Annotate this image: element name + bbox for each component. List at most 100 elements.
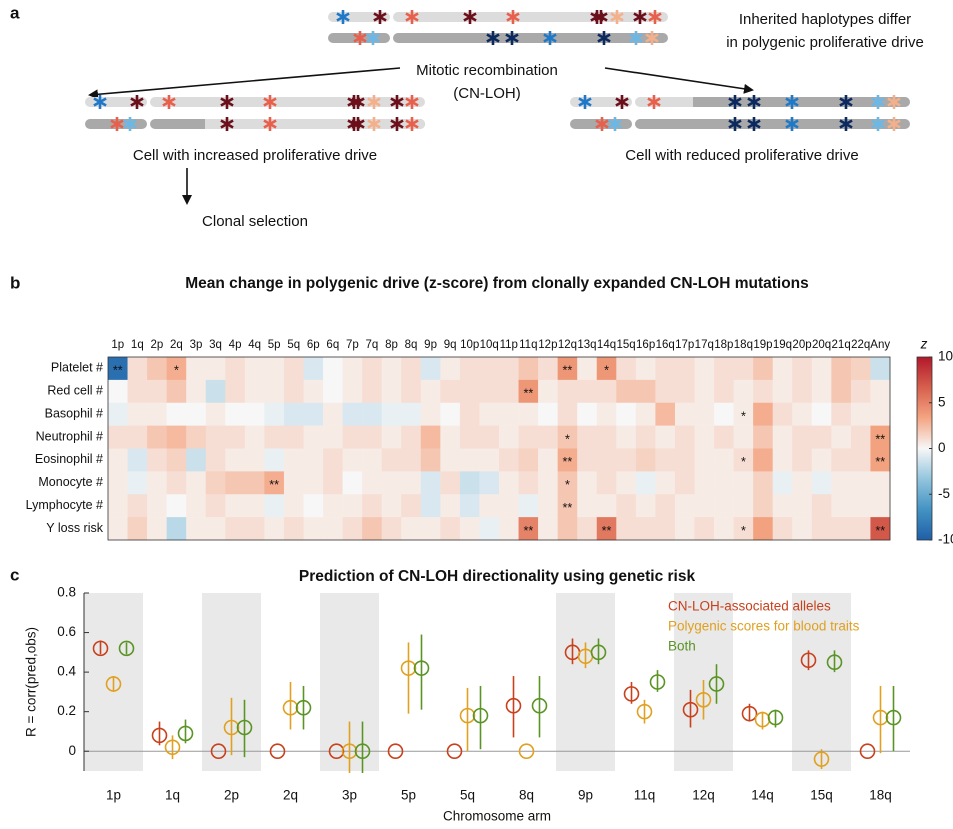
point	[354, 743, 371, 760]
heatmap-cell	[323, 494, 343, 518]
heatmap-cell	[342, 379, 363, 404]
x-tick-label: 9q	[444, 339, 457, 351]
heatmap-cell	[635, 494, 656, 518]
allele-star	[887, 97, 901, 107]
heatmap-cell	[714, 379, 734, 404]
heatmap-cell	[635, 517, 656, 541]
heatmap-cell	[479, 494, 500, 518]
significance-label: **	[875, 432, 885, 446]
allele-star	[390, 119, 404, 129]
heatmap-cell	[850, 494, 871, 518]
heatmap-cell	[753, 425, 773, 449]
note: Inherited haplotypes differ	[739, 11, 911, 28]
heatmap-cell	[538, 517, 558, 541]
heatmap-cell	[831, 494, 852, 518]
point	[623, 686, 640, 702]
heatmap-cell	[381, 448, 402, 472]
heatmap-cell	[772, 379, 793, 404]
heatmap-cell	[186, 448, 207, 472]
heatmap-cell	[616, 402, 637, 426]
heatmap-cell	[205, 379, 226, 404]
heatmap-cell	[108, 517, 128, 541]
allele-star	[220, 119, 234, 129]
heatmap-cell	[225, 471, 246, 495]
heatmap-cell	[186, 471, 207, 495]
heatmap-cell	[557, 471, 578, 495]
point	[813, 751, 830, 767]
heatmap-cell	[186, 402, 207, 426]
heatmap-cell	[831, 471, 852, 495]
heatmap-cell	[420, 494, 441, 518]
x-tick-label: 12q	[692, 788, 715, 803]
point	[518, 743, 535, 760]
heatmap-cell	[420, 357, 441, 381]
heatmap-cell	[694, 471, 715, 495]
heatmap-cell	[596, 379, 617, 404]
allele-star	[367, 119, 381, 129]
heatmap-cell	[772, 448, 793, 472]
heatmap-cell	[850, 379, 871, 404]
heatmap-cell	[772, 517, 793, 541]
point	[177, 725, 194, 742]
heatmap-cell	[811, 357, 832, 381]
point	[649, 674, 666, 690]
heatmap-cell	[870, 448, 891, 472]
heatmap-cell	[831, 448, 852, 472]
heatmap-cell	[108, 471, 128, 495]
heatmap-cell	[694, 402, 715, 426]
heatmap-cell	[303, 357, 324, 381]
heatmap-cell	[518, 471, 539, 495]
heatmap-cell	[557, 357, 578, 381]
x-tick-label: 19q	[773, 339, 792, 351]
heatmap-cell	[459, 517, 480, 541]
heatmap-cell	[792, 494, 813, 518]
heatmap-cell	[362, 517, 382, 541]
heatmap-cell	[381, 402, 402, 426]
colorbar-label: z	[920, 337, 928, 352]
x-tick-label: 4q	[248, 339, 261, 351]
heatmap-cell	[342, 471, 363, 495]
heatmap-cell	[381, 357, 402, 381]
heatmap-cell	[166, 379, 187, 404]
heatmap-cell	[714, 402, 734, 426]
heatmap-cell	[323, 402, 343, 426]
heatmap-cell	[694, 379, 715, 404]
allele-star	[728, 97, 742, 107]
heatmap-cell	[108, 357, 128, 381]
point	[531, 697, 548, 714]
heatmap-cell	[459, 357, 480, 381]
heatmap-cell	[440, 471, 461, 495]
x-tick-label: 1q	[131, 339, 144, 351]
heatmap-cell	[362, 357, 382, 381]
heatmap-cell	[577, 402, 598, 426]
x-tick-label: 5p	[268, 339, 281, 351]
heatmap-cell	[714, 471, 734, 495]
heatmap-cell	[714, 425, 734, 449]
x-tick-label: 1q	[165, 788, 180, 803]
heatmap-cell	[166, 448, 187, 472]
legend-entry: CN-LOH-associated alleles	[668, 599, 831, 614]
heatmap-cell	[440, 425, 461, 449]
heatmap-cell	[616, 357, 637, 381]
x-tick-label: 13q	[577, 339, 596, 351]
heatmap-cell	[792, 379, 813, 404]
heatmap-cell	[616, 494, 637, 518]
heatmap-cell	[831, 402, 852, 426]
heatmap-cell	[244, 448, 265, 472]
x-tick-label: 2q	[170, 339, 183, 351]
heatmap-cell	[772, 471, 793, 495]
heatmap-cell	[635, 402, 656, 426]
heatmap-cell	[147, 402, 167, 426]
heatmap-cell	[850, 517, 871, 541]
point	[400, 660, 417, 676]
allele-star	[506, 12, 520, 22]
heatmap-cell	[577, 517, 598, 541]
chromosome-arm	[635, 119, 910, 129]
heatmap-cell	[440, 379, 461, 404]
heatmap-cell	[772, 425, 793, 449]
heatmap-cell	[870, 494, 891, 518]
heatmap-cell	[733, 448, 754, 472]
heatmap-cell	[499, 425, 519, 449]
heatmap-cell	[811, 448, 832, 472]
